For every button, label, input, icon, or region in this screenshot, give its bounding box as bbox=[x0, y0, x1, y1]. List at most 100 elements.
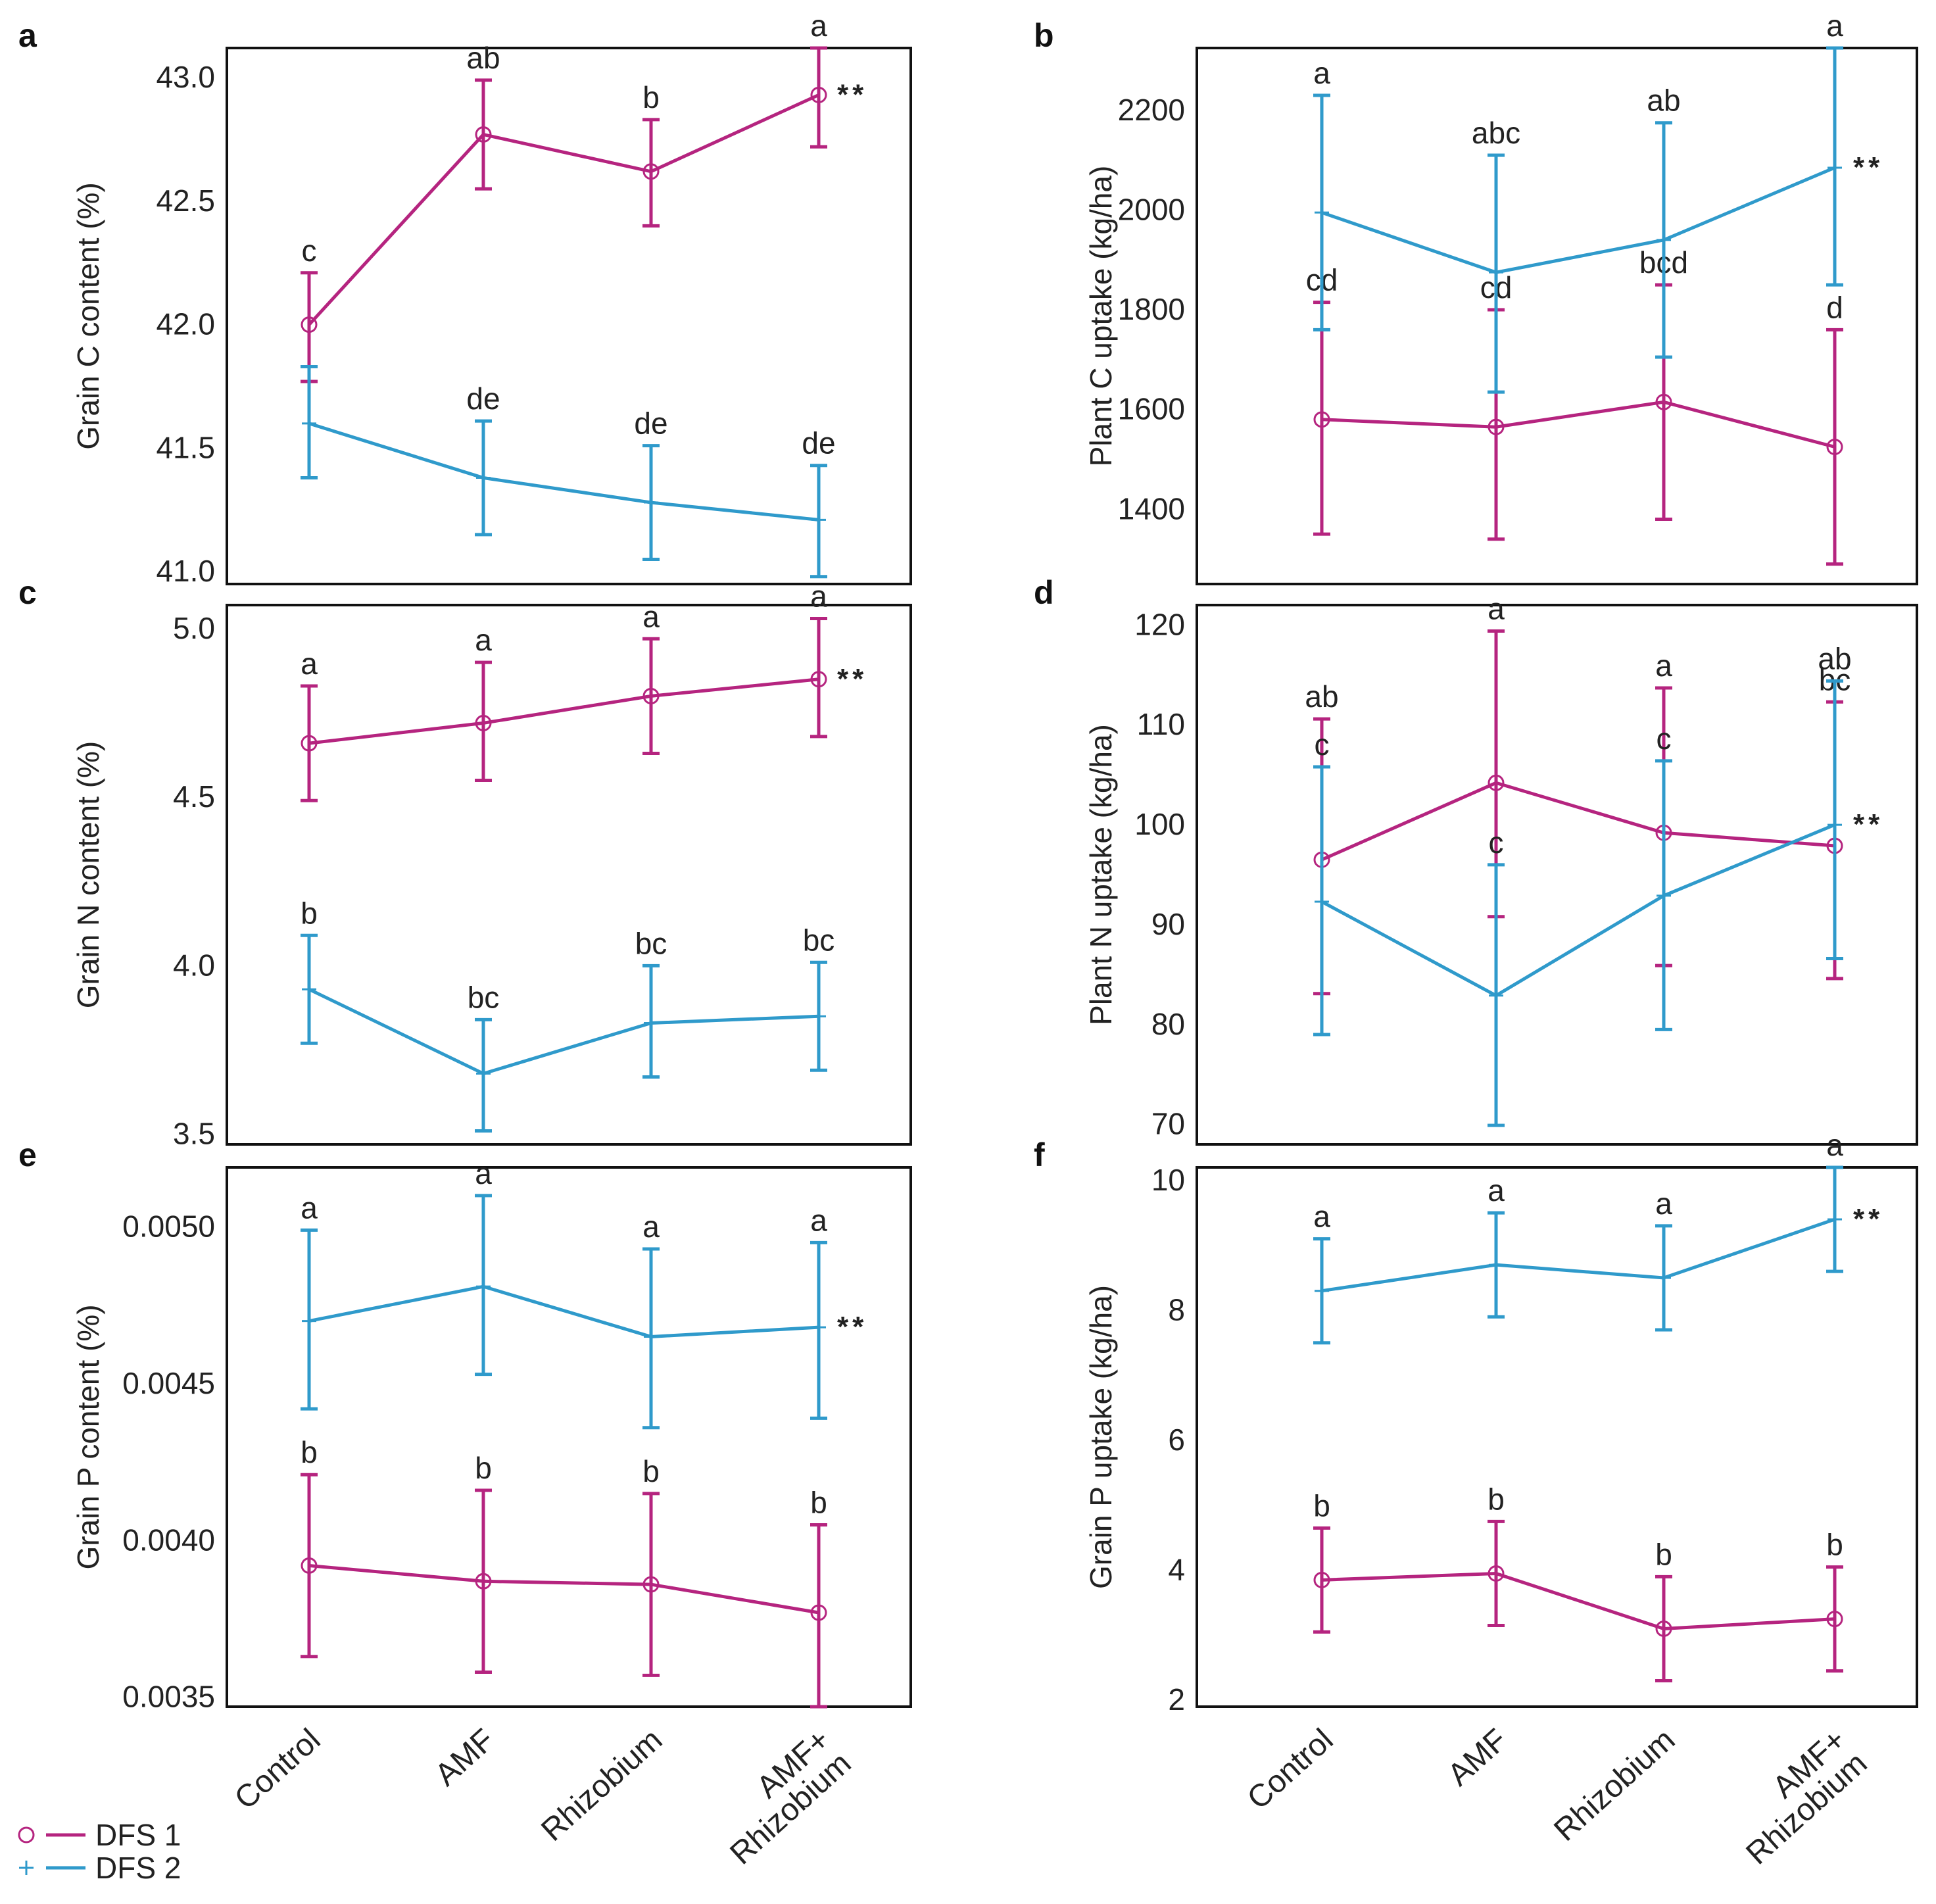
y-tick-label: 1600 bbox=[1118, 392, 1185, 426]
y-tick-label: 41.5 bbox=[156, 430, 215, 464]
significance-label: c bbox=[302, 233, 317, 268]
x-category-line: Rhizobium bbox=[535, 1722, 669, 1848]
panel-letter: e bbox=[18, 1136, 37, 1173]
x-category-label: Rhizobium bbox=[535, 1722, 669, 1848]
significance-stars: ** bbox=[1853, 151, 1883, 183]
plot-frame bbox=[226, 47, 912, 585]
significance-label: b bbox=[1826, 1528, 1843, 1562]
significance-label: ab bbox=[1818, 641, 1851, 675]
x-category-label: AMF+Rhizobium bbox=[702, 1722, 858, 1872]
significance-label: de bbox=[466, 381, 500, 416]
significance-label: d bbox=[1826, 290, 1843, 324]
significance-label: c bbox=[1489, 825, 1504, 860]
significance-label: a bbox=[1655, 1186, 1672, 1221]
series-dfs1: ab a ab c bbox=[1305, 591, 1851, 996]
significance-label: a bbox=[301, 1190, 318, 1225]
significance-label: bc bbox=[635, 926, 667, 960]
significance-label: a bbox=[642, 599, 660, 633]
significance-label: b bbox=[810, 1485, 827, 1519]
significance-label: a bbox=[1488, 591, 1505, 625]
significance-label: b bbox=[1313, 1488, 1330, 1523]
y-axis-label: Plant N uptake (kg/ha) bbox=[1084, 724, 1118, 1025]
x-category-label: AMF bbox=[429, 1722, 502, 1793]
x-category-line: AMF bbox=[429, 1722, 502, 1793]
significance-label: a bbox=[1655, 648, 1672, 683]
significance-label: de bbox=[802, 426, 835, 460]
plot-frame bbox=[226, 604, 912, 1146]
series-dfs1: a a a a bbox=[301, 579, 827, 802]
plot-frame bbox=[1196, 604, 1918, 1146]
y-tick-label: 1800 bbox=[1118, 292, 1185, 326]
series-dfs2: a a a a bbox=[1313, 1128, 1843, 1345]
significance-stars: ** bbox=[1853, 1203, 1883, 1235]
y-tick-label: 120 bbox=[1134, 607, 1185, 641]
x-category-line: Control bbox=[1241, 1722, 1340, 1817]
significance-label: bc bbox=[468, 980, 500, 1014]
x-category-line: Rhizobium bbox=[1547, 1722, 1682, 1848]
y-tick-label: 42.0 bbox=[156, 307, 215, 341]
significance-label: a bbox=[642, 1209, 660, 1244]
series-dfs1: c ab b a bbox=[301, 9, 827, 383]
series-dfs1: b b b b bbox=[1313, 1482, 1843, 1682]
y-tick-label: 4.5 bbox=[173, 779, 215, 814]
significance-label: a bbox=[1826, 1128, 1843, 1162]
significance-label: a bbox=[1313, 1200, 1330, 1234]
legend-label: DFS 2 bbox=[95, 1851, 181, 1885]
data-point bbox=[475, 714, 492, 731]
significance-label: a bbox=[1826, 9, 1843, 43]
y-tick-label: 4.0 bbox=[173, 948, 215, 982]
x-category-label: AMF bbox=[1441, 1722, 1514, 1793]
series-dfs2: c c c ab bbox=[1313, 641, 1852, 1127]
series-line bbox=[1320, 781, 1835, 862]
series-line bbox=[308, 677, 819, 745]
y-axis-label: Plant C uptake (kg/ha) bbox=[1084, 166, 1118, 467]
y-tick-label: 110 bbox=[1137, 707, 1185, 741]
significance-label: b bbox=[642, 80, 660, 114]
series-dfs2: a abc ab a bbox=[1313, 9, 1843, 394]
y-axis-label: Grain N content (%) bbox=[71, 741, 105, 1008]
y-tick-label: 6 bbox=[1168, 1423, 1185, 1457]
panel-f: f 2 4 6 8 10 Grain P uptake (kg/ha) b b b b a a a a ** C… bbox=[1034, 1128, 1918, 1872]
y-tick-label: 1400 bbox=[1118, 491, 1185, 525]
series-dfs2: a a a a bbox=[301, 1156, 827, 1430]
panel-letter: f bbox=[1034, 1136, 1045, 1173]
y-tick-label: 2 bbox=[1168, 1682, 1185, 1717]
panel-letter: d bbox=[1034, 574, 1054, 611]
data-point bbox=[1313, 1571, 1330, 1588]
series-dfs2: b bc bc bc bbox=[301, 896, 835, 1133]
significance-label: b bbox=[1488, 1482, 1505, 1516]
legend-label: DFS 1 bbox=[95, 1818, 181, 1852]
y-tick-label: 10 bbox=[1151, 1163, 1185, 1197]
significance-label: a bbox=[1313, 56, 1330, 90]
significance-label: de bbox=[634, 406, 667, 441]
x-category-label: Rhizobium bbox=[1547, 1722, 1682, 1848]
data-point bbox=[642, 687, 660, 704]
legend-marker-circle bbox=[18, 1826, 35, 1843]
y-tick-label: 41.0 bbox=[156, 554, 215, 588]
significance-stars: ** bbox=[837, 1311, 867, 1343]
y-axis-label: Grain P uptake (kg/ha) bbox=[1084, 1285, 1118, 1589]
data-point bbox=[1488, 1565, 1505, 1582]
series-line bbox=[1321, 166, 1835, 274]
panel-a: a 41.0 41.5 42.0 42.5 43.0 Grain C content (%)… bbox=[18, 9, 912, 588]
data-point bbox=[1488, 418, 1505, 435]
significance-label: abc bbox=[1472, 116, 1520, 150]
x-category-label: Control bbox=[1241, 1722, 1340, 1817]
data-point bbox=[642, 163, 660, 180]
series-dfs2: de de de bbox=[301, 364, 836, 579]
significance-stars: ** bbox=[1853, 808, 1883, 841]
significance-label: a bbox=[810, 1203, 827, 1237]
data-point bbox=[475, 126, 492, 143]
significance-label: a bbox=[301, 647, 318, 681]
series-line bbox=[1321, 400, 1835, 449]
data-point bbox=[810, 671, 827, 688]
significance-label: b bbox=[475, 1451, 492, 1485]
significance-label: b bbox=[301, 1435, 318, 1469]
significance-label: a bbox=[1488, 1173, 1505, 1208]
significance-label: a bbox=[475, 1156, 492, 1190]
significance-label: a bbox=[810, 579, 827, 614]
y-tick-label: 2200 bbox=[1118, 93, 1185, 127]
x-category-label: Control bbox=[228, 1722, 327, 1817]
